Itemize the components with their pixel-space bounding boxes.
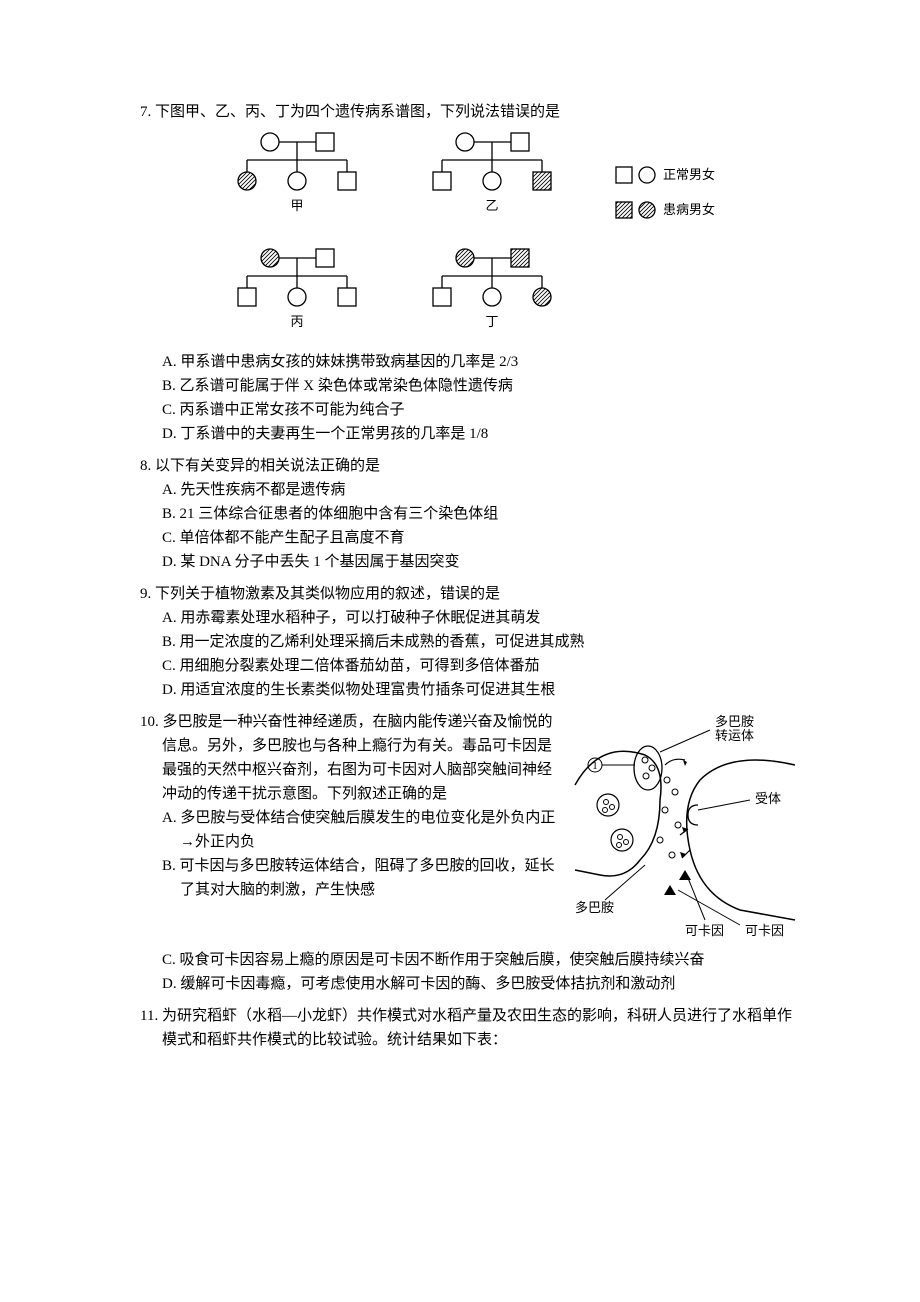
q8-option-a: A. 先天性疾病不都是遗传病 bbox=[140, 478, 800, 502]
label-yi: 乙 bbox=[485, 198, 498, 213]
q7-option-a: A. 甲系谱中患病女孩的妹妹携带致病基因的几率是 2/3 bbox=[140, 350, 800, 374]
label-jia: 甲 bbox=[290, 198, 303, 213]
pedigree-figure: 甲 bbox=[140, 130, 800, 344]
q11-stem: 11. 为研究稻虾（水稻—小龙虾）共作模式对水稻产量及农田生态的影响，科研人员进… bbox=[140, 1004, 800, 1052]
q9-option-c: C. 用细胞分裂素处理二倍体番茄幼苗，可得到多倍体番茄 bbox=[140, 654, 800, 678]
q10-option-d: D. 缓解可卡因毒瘾，可考虑使用水解可卡因的酶、多巴胺受体拮抗剂和激动剂 bbox=[140, 972, 800, 996]
q9-option-b: B. 用一定浓度的乙烯利处理采摘后未成熟的香蕉，可促进其成熟 bbox=[140, 630, 800, 654]
q7-stem: 7. 下图甲、乙、丙、丁为四个遗传病系谱图，下列说法错误的是 bbox=[140, 100, 800, 124]
q7-option-b: B. 乙系谱可能属于伴 X 染色体或常染色体隐性遗传病 bbox=[140, 374, 800, 398]
q10-option-b: B. 可卡因与多巴胺转运体结合，阻碍了多巴胺的回收，延长了其对大脑的刺激，产生快… bbox=[140, 854, 560, 902]
question-10: 10. 多巴胺是一种兴奋性神经递质，在脑内能传递兴奋及愉悦的信息。另外，多巴胺也… bbox=[140, 710, 800, 996]
q9-stem: 9. 下列关于植物激素及其类似物应用的叙述，错误的是 bbox=[140, 582, 800, 606]
fig-label-cocaine2: 可卡因 bbox=[745, 923, 784, 938]
q7-option-c: C. 丙系谱中正常女孩不可能为纯合子 bbox=[140, 398, 800, 422]
pedigree-bing: 丙 bbox=[225, 246, 370, 344]
pedigree-jia: 甲 bbox=[225, 130, 370, 228]
label-ding: 丁 bbox=[485, 314, 498, 329]
question-11: 11. 为研究稻虾（水稻—小龙虾）共作模式对水稻产量及农田生态的影响，科研人员进… bbox=[140, 1004, 800, 1052]
question-8: 8. 以下有关变异的相关说法正确的是 A. 先天性疾病不都是遗传病 B. 21 … bbox=[140, 454, 800, 574]
question-9: 9. 下列关于植物激素及其类似物应用的叙述，错误的是 A. 用赤霉素处理水稻种子… bbox=[140, 582, 800, 702]
q10-option-a: A. 多巴胺与受体结合使突触后膜发生的电位变化是外负内正→外正内负 bbox=[140, 806, 560, 854]
question-7: 7. 下图甲、乙、丙、丁为四个遗传病系谱图，下列说法错误的是 bbox=[140, 100, 800, 446]
legend-normal: 正常男女 bbox=[663, 165, 715, 186]
legend-affected: 患病男女 bbox=[663, 200, 715, 221]
q7-option-d: D. 丁系谱中的夫妻再生一个正常男孩的几率是 1/8 bbox=[140, 422, 800, 446]
q10-figure: 1 多巴胺 转运体 受体 多巴胺 可卡因 可卡因 bbox=[570, 710, 800, 948]
fig-label-transporter2: 转运体 bbox=[715, 728, 754, 743]
q8-option-b: B. 21 三体综合征患者的体细胞中含有三个染色体组 bbox=[140, 502, 800, 526]
q8-option-d: D. 某 DNA 分子中丢失 1 个基因属于基因突变 bbox=[140, 550, 800, 574]
fig-label-cocaine1: 可卡因 bbox=[685, 923, 724, 938]
fig-label-transporter: 多巴胺 bbox=[715, 714, 754, 729]
q9-option-d: D. 用适宜浓度的生长素类似物处理富贵竹插条可促进其生根 bbox=[140, 678, 800, 702]
fig-label-receptor: 受体 bbox=[755, 791, 781, 806]
pedigree-yi: 乙 bbox=[420, 130, 565, 228]
fig-label-dopamine: 多巴胺 bbox=[575, 900, 614, 915]
fig-label-one: 1 bbox=[592, 760, 598, 772]
q9-option-a: A. 用赤霉素处理水稻种子，可以打破种子休眠促进其萌发 bbox=[140, 606, 800, 630]
q10-stem: 10. 多巴胺是一种兴奋性神经递质，在脑内能传递兴奋及愉悦的信息。另外，多巴胺也… bbox=[140, 710, 560, 806]
pedigree-ding: 丁 bbox=[420, 246, 565, 344]
q8-option-c: C. 单倍体都不能产生配子且高度不育 bbox=[140, 526, 800, 550]
pedigree-legend: 正常男女 患病男女 bbox=[615, 130, 715, 221]
q8-stem: 8. 以下有关变异的相关说法正确的是 bbox=[140, 454, 800, 478]
q10-option-c: C. 吸食可卡因容易上瘾的原因是可卡因不断作用于突触后膜，使突触后膜持续兴奋 bbox=[140, 948, 800, 972]
label-bing: 丙 bbox=[290, 314, 303, 329]
